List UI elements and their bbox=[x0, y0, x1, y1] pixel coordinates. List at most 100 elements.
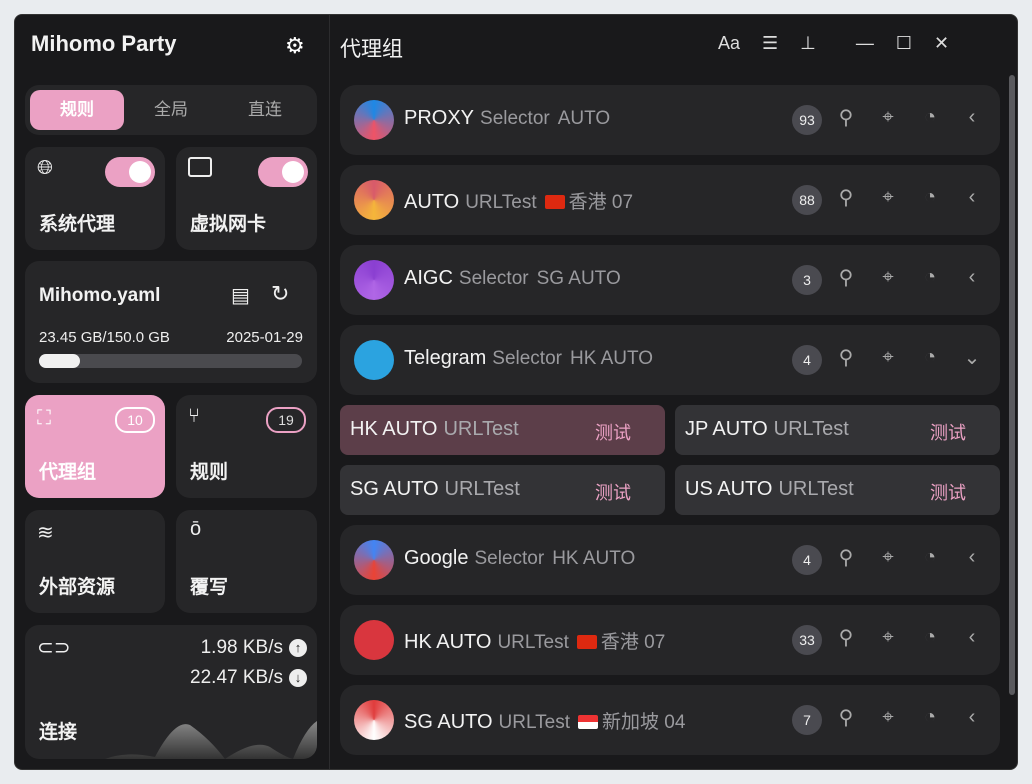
proxy-count: 4 bbox=[792, 545, 822, 575]
proxy-group-row[interactable]: AIGC Selector SG AUTO 3 ⚲ ⌖ ◔ ‹ bbox=[340, 245, 1000, 315]
traffic-card[interactable]: ⊂⊃ 1.98 KB/s ↑ 22.47 KB/s ↓ 连接 bbox=[25, 625, 317, 759]
group-name: Google bbox=[404, 547, 469, 569]
proxy-group-row[interactable]: AUTO URLTest 香港 07 88 ⚲ ⌖ ◔ ‹ bbox=[340, 165, 1000, 235]
close-button[interactable]: ✕ bbox=[934, 33, 950, 53]
chevron-left-icon[interactable]: ‹ bbox=[968, 186, 976, 208]
search-icon[interactable]: ⚲ bbox=[838, 627, 854, 649]
test-button[interactable]: 测试 bbox=[595, 483, 631, 503]
proxy-item[interactable]: US AUTO URLTest 测试 bbox=[675, 465, 1000, 515]
group-current: HK AUTO bbox=[552, 548, 636, 569]
proxy-count: 33 bbox=[792, 625, 822, 655]
proxy-group-row[interactable]: Google Selector HK AUTO 4 ⚲ ⌖ ◔ ‹ bbox=[340, 525, 1000, 595]
chevron-left-icon[interactable]: ‹ bbox=[968, 106, 976, 128]
group-type: URLTest bbox=[498, 712, 570, 733]
group-icon bbox=[354, 540, 394, 580]
search-icon[interactable]: ⚲ bbox=[838, 187, 854, 209]
nav-resources[interactable]: ≋ 外部资源 bbox=[25, 510, 165, 613]
flag-icon-sg bbox=[578, 715, 598, 729]
locate-icon[interactable]: ⌖ bbox=[882, 186, 894, 208]
proxy-group-row[interactable]: HK AUTO URLTest 香港 07 33 ⚲ ⌖ ◔ ‹ bbox=[340, 605, 1000, 675]
pin-icon[interactable]: ⊥ bbox=[800, 33, 816, 53]
sort-icon[interactable]: ☰ bbox=[762, 33, 779, 53]
chevron-down-icon[interactable]: ⌄ bbox=[963, 347, 981, 369]
download-speed: 22.47 KB/s bbox=[190, 667, 283, 688]
chevron-left-icon[interactable]: ‹ bbox=[968, 706, 976, 728]
proxy-group-row[interactable]: PROXY Selector AUTO 93 ⚲ ⌖ ◔ ‹ bbox=[340, 85, 1000, 155]
mode-switch: 规则 全局 直连 bbox=[25, 85, 317, 135]
group-name: AUTO bbox=[404, 191, 460, 213]
search-icon[interactable]: ⚲ bbox=[838, 347, 854, 369]
nav-label: 规则 bbox=[190, 462, 229, 483]
globe-icon: 🌐︎ bbox=[37, 157, 53, 179]
speedtest-icon[interactable]: ◔ bbox=[923, 346, 937, 368]
group-icon bbox=[354, 100, 394, 140]
nav-proxy-groups[interactable]: ⛶ 10 代理组 bbox=[25, 395, 165, 498]
nav-rules[interactable]: ⑂ 19 规则 bbox=[176, 395, 317, 498]
search-icon[interactable]: ⚲ bbox=[838, 707, 854, 729]
search-icon[interactable]: ⚲ bbox=[838, 107, 854, 129]
system-proxy-card[interactable]: 🌐︎ 系统代理 bbox=[25, 147, 165, 250]
group-icon bbox=[354, 620, 394, 660]
nav-label: 覆写 bbox=[190, 577, 229, 598]
maximize-button[interactable]: ☐ bbox=[895, 33, 912, 53]
mode-global[interactable]: 全局 bbox=[154, 100, 188, 119]
test-button[interactable]: 测试 bbox=[930, 423, 966, 443]
system-proxy-toggle[interactable] bbox=[105, 157, 155, 187]
group-current: SG AUTO bbox=[536, 268, 621, 289]
settings-gear-icon[interactable]: ⚙ bbox=[285, 33, 305, 58]
nav-override[interactable]: ō 覆写 bbox=[176, 510, 317, 613]
proxy-item[interactable]: JP AUTO URLTest 测试 bbox=[675, 405, 1000, 455]
tun-card[interactable]: 虚拟网卡 bbox=[176, 147, 317, 250]
proxy-item[interactable]: SG AUTO URLTest 测试 bbox=[340, 465, 665, 515]
group-name: Telegram bbox=[404, 347, 487, 369]
flag-icon-hk bbox=[544, 195, 565, 209]
override-icon: ō bbox=[190, 518, 202, 540]
proxy-name: SG AUTO bbox=[350, 478, 439, 500]
speedtest-icon[interactable]: ◔ bbox=[923, 626, 937, 648]
speedtest-icon[interactable]: ◔ bbox=[923, 106, 937, 128]
group-current: HK AUTO bbox=[569, 348, 654, 369]
group-current: 香港 07 bbox=[600, 632, 666, 653]
profile-card[interactable]: Mihomo.yaml ▤ ↻ 23.45 GB/150.0 GB 2025-0… bbox=[25, 261, 317, 383]
locate-icon[interactable]: ⌖ bbox=[882, 626, 894, 648]
edit-file-icon[interactable]: ▤ bbox=[231, 285, 250, 307]
speedtest-icon[interactable]: ◔ bbox=[923, 186, 937, 208]
chevron-left-icon[interactable]: ‹ bbox=[968, 266, 976, 288]
group-type: URLTest bbox=[497, 632, 569, 653]
font-size-icon[interactable]: Aa bbox=[718, 33, 741, 53]
group-icon bbox=[354, 180, 394, 220]
profile-usage: 23.45 GB/150.0 GB bbox=[39, 329, 170, 346]
refresh-icon[interactable]: ↻ bbox=[271, 281, 290, 306]
minimize-button[interactable]: — bbox=[855, 33, 874, 53]
group-type: Selector bbox=[492, 348, 562, 369]
locate-icon[interactable]: ⌖ bbox=[882, 106, 894, 128]
mode-direct[interactable]: 直连 bbox=[248, 100, 282, 119]
proxy-item[interactable]: HK AUTO URLTest 测试 bbox=[340, 405, 665, 455]
scrollbar[interactable] bbox=[1009, 75, 1015, 695]
speedtest-icon[interactable]: ◔ bbox=[923, 706, 937, 728]
chevron-left-icon[interactable]: ‹ bbox=[968, 626, 976, 648]
locate-icon[interactable]: ⌖ bbox=[882, 546, 894, 568]
test-button[interactable]: 测试 bbox=[930, 483, 966, 503]
proxy-group-row[interactable]: SG AUTO URLTest 新加坡 04 7 ⚲ ⌖ ◔ ‹ bbox=[340, 685, 1000, 755]
locate-icon[interactable]: ⌖ bbox=[882, 706, 894, 728]
locate-icon[interactable]: ⌖ bbox=[882, 266, 894, 288]
speedtest-icon[interactable]: ◔ bbox=[923, 266, 937, 288]
mode-rule[interactable]: 规则 bbox=[30, 90, 124, 130]
search-icon[interactable]: ⚲ bbox=[838, 267, 854, 289]
profile-date: 2025-01-29 bbox=[226, 329, 303, 346]
speedtest-icon[interactable]: ◔ bbox=[923, 546, 937, 568]
group-type: URLTest bbox=[465, 192, 537, 213]
upload-speed: 1.98 KB/s bbox=[200, 637, 283, 658]
download-icon: ↓ bbox=[289, 669, 307, 687]
group-current: AUTO bbox=[557, 108, 611, 129]
search-icon[interactable]: ⚲ bbox=[838, 547, 854, 569]
proxy-count: 88 bbox=[792, 185, 822, 215]
group-current: 香港 07 bbox=[568, 192, 634, 213]
test-button[interactable]: 测试 bbox=[595, 423, 631, 443]
tun-toggle[interactable] bbox=[258, 157, 308, 187]
proxy-group-row[interactable]: Telegram Selector HK AUTO 4 ⚲ ⌖ ◔ ⌄ bbox=[340, 325, 1000, 395]
nav-label: 代理组 bbox=[39, 462, 97, 483]
locate-icon[interactable]: ⌖ bbox=[882, 346, 894, 368]
chevron-left-icon[interactable]: ‹ bbox=[968, 546, 976, 568]
